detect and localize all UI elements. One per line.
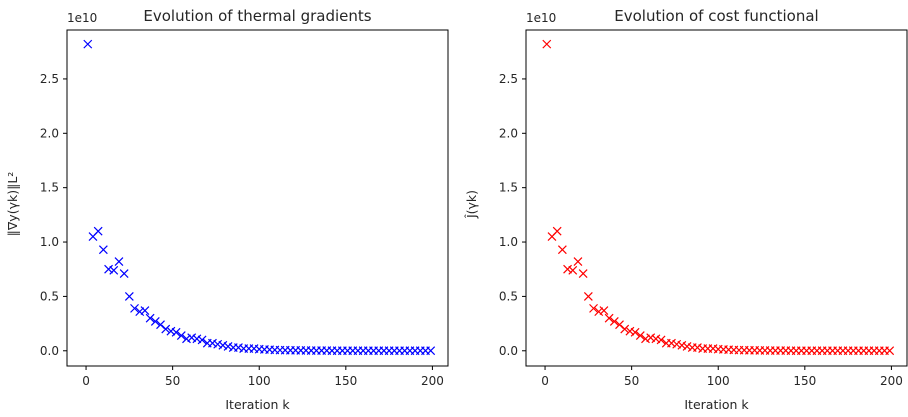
data-point (83, 39, 93, 49)
data-point (171, 327, 181, 337)
data-point (182, 334, 191, 344)
data-point (140, 306, 150, 315)
data-point (885, 346, 895, 356)
x-tick-label: 100 (707, 374, 730, 388)
data-point (426, 346, 436, 356)
data-point (552, 226, 562, 236)
data-point (589, 303, 598, 313)
data-point (641, 334, 650, 344)
x-tick-label: 150 (793, 374, 816, 388)
x-tick-label: 0 (82, 374, 90, 388)
data-point (197, 335, 207, 345)
y-tick-label: 1.5 (499, 181, 518, 195)
y-tick-label: 1.5 (40, 181, 59, 195)
data-point (557, 245, 567, 255)
data-point (109, 265, 119, 275)
y-tick-label: 2.5 (40, 72, 59, 86)
data-point (651, 334, 661, 344)
y-offset-text: 1e10 (67, 11, 97, 25)
data-point (93, 226, 103, 236)
data-point (124, 291, 134, 301)
data-point (682, 342, 692, 351)
y-offset-text: 1e10 (526, 11, 556, 25)
data-point (98, 245, 108, 255)
x-tick-label: 200 (880, 374, 903, 388)
data-point (594, 307, 604, 317)
data-point (192, 334, 202, 344)
x-axis-label: Iteration k (684, 397, 749, 412)
data-point (234, 343, 243, 352)
axes-frame (525, 29, 908, 367)
data-markers (83, 39, 436, 356)
y-tick-label: 1.0 (499, 235, 518, 249)
data-point (573, 257, 583, 267)
y-tick-label: 0.5 (499, 289, 518, 303)
y-axis-label: ‖∇y(γk)‖L² (5, 172, 20, 237)
data-point (130, 303, 139, 313)
y-tick-label: 1.0 (40, 235, 59, 249)
data-point (176, 331, 186, 340)
plot-2: 0 50 100 150 200 0.0 0.5 1.0 1.5 2.0 2.5 1e10 Evolut… (464, 7, 908, 412)
data-point (672, 339, 682, 349)
data-point (208, 338, 217, 348)
data-point (599, 306, 609, 315)
y-tick-label: 2.5 (499, 72, 518, 86)
x-tick-label: 100 (248, 374, 271, 388)
x-tick-label: 200 (421, 374, 444, 388)
data-point (568, 265, 578, 275)
data-point (656, 335, 666, 345)
data-point (104, 264, 113, 274)
chart-title: Evolution of cost functional (614, 7, 818, 25)
chart-title: Evolution of thermal gradients (143, 7, 371, 25)
data-point (213, 339, 223, 349)
plot-1: 0 50 100 150 200 0.0 0.5 1.0 1.5 2.0 2.5 1e10 Evolut… (5, 7, 449, 412)
data-point (635, 331, 645, 340)
y-tick-label: 0.0 (499, 344, 518, 358)
x-tick-label: 50 (165, 374, 180, 388)
data-point (625, 326, 635, 336)
y-tick-label: 0.0 (40, 344, 59, 358)
data-point (609, 316, 619, 326)
data-point (604, 313, 614, 323)
data-point (646, 333, 656, 343)
data-point (161, 324, 171, 334)
y-tick-label: 0.5 (40, 289, 59, 303)
data-point (630, 327, 640, 337)
y-tick-label: 2.0 (40, 126, 59, 140)
x-tick-label: 0 (541, 374, 549, 388)
data-point (145, 313, 155, 323)
data-point (578, 269, 588, 278)
data-point (218, 340, 228, 350)
axes-frame (66, 29, 449, 367)
data-point (119, 269, 129, 278)
data-point (166, 326, 176, 336)
y-axis-label: Ĵ(γk) (464, 190, 479, 219)
x-tick-label: 150 (334, 374, 357, 388)
y-tick-label: 2.0 (499, 126, 518, 140)
data-point (620, 324, 630, 334)
x-tick-label: 50 (624, 374, 639, 388)
data-point (135, 307, 145, 317)
data-point (667, 338, 676, 348)
x-axis-label: Iteration k (225, 397, 290, 412)
data-point (583, 291, 593, 301)
data-point (563, 264, 572, 274)
data-point (187, 333, 197, 343)
data-point (114, 257, 124, 267)
data-point (677, 340, 687, 350)
data-point (542, 39, 552, 49)
data-point (223, 342, 233, 351)
data-markers (542, 39, 895, 356)
data-point (150, 316, 160, 326)
data-point (693, 343, 702, 352)
